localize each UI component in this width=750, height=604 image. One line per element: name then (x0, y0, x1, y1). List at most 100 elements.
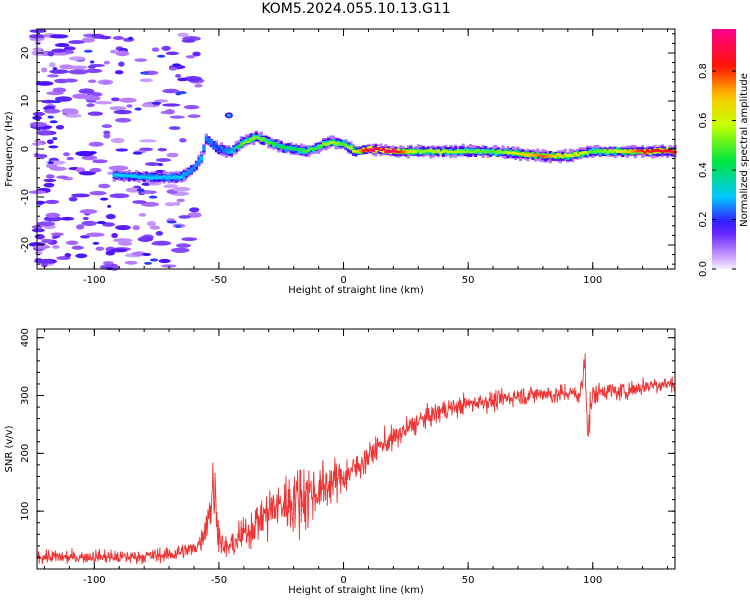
noise-blob (103, 133, 111, 139)
snr-line (36, 353, 676, 565)
ridge-cell (616, 150, 620, 153)
ridge-cell (663, 149, 667, 153)
ridge-cell (359, 149, 363, 155)
noise-blob (48, 62, 56, 68)
ridge-cell (508, 151, 513, 155)
ridge-cell (237, 145, 241, 149)
ridge-cell (641, 149, 645, 153)
ridge-cell (174, 175, 179, 179)
ridge-cell (446, 150, 450, 154)
noise-blob (52, 100, 62, 104)
ridge-cell (287, 146, 291, 151)
ridge-cell (561, 155, 565, 158)
ridge-cell (366, 146, 371, 151)
noise-blob (81, 155, 98, 161)
noise-blob (194, 83, 203, 88)
snr-frame (36, 328, 676, 570)
ridge-cell (573, 151, 577, 156)
ridge-cell (628, 149, 632, 154)
noise-blob (32, 47, 43, 51)
ridge-cell (132, 174, 136, 178)
ridge-cell (486, 148, 490, 153)
noise-blob (109, 193, 130, 199)
noise-blob (139, 78, 153, 83)
noise-blob (127, 36, 134, 40)
ridge-cell (167, 175, 171, 180)
noise-blob (175, 243, 191, 248)
ridge-cell (431, 149, 435, 154)
ridge-cell (401, 150, 405, 154)
spectrogram-xtick-label: 100 (583, 275, 602, 286)
noise-blob (163, 184, 179, 189)
ridge-cell (541, 155, 545, 159)
noise-blob (63, 78, 78, 83)
ridge-cell (476, 148, 480, 152)
ridge-cell (317, 145, 321, 149)
ridge-cell (466, 149, 470, 153)
ridge-cell (381, 147, 386, 151)
snr-xtick-label: 50 (462, 575, 475, 586)
ridge-cell (194, 163, 199, 167)
noise-blob (49, 34, 69, 39)
ridge-cell (209, 143, 214, 147)
ridge-cell (179, 175, 184, 180)
ridge-cell (192, 166, 196, 171)
ridge-cell (117, 173, 121, 177)
ridge-cell (606, 150, 610, 154)
noise-blob (168, 126, 181, 130)
ridge-cell (302, 150, 306, 154)
ridge-cell (137, 175, 141, 179)
ridge-cell (202, 147, 206, 151)
noise-blob (132, 200, 147, 204)
ridge-cell (396, 150, 400, 154)
noise-blob (68, 196, 78, 202)
ridge-cell (469, 150, 473, 154)
noise-blob (164, 108, 175, 115)
noise-blob (54, 43, 70, 48)
ridge-cell (434, 150, 438, 154)
ridge-cell (429, 148, 433, 152)
ridge-cell (598, 151, 602, 156)
ridge-cell (623, 149, 627, 153)
ridge-cell (150, 176, 154, 180)
ridge-cell (501, 151, 505, 154)
noise-blob (178, 215, 192, 219)
ridge-cell (224, 148, 229, 154)
ridge-cell (182, 173, 186, 178)
ridge-cell (212, 143, 216, 147)
noise-blob (175, 74, 182, 78)
ridge-cell (404, 149, 408, 153)
noise-blob (177, 32, 189, 37)
ridge-cell (282, 145, 286, 150)
ridge-cell (284, 146, 288, 152)
ridge-cell (543, 154, 548, 158)
ridge-cell (551, 154, 555, 158)
ridge-cell (613, 148, 617, 152)
noise-blob (71, 193, 90, 198)
ridge-cell (177, 175, 181, 179)
noise-blob (138, 212, 147, 217)
ridge-cell (122, 173, 126, 177)
noise-blob (151, 240, 172, 246)
noise-blob (89, 190, 107, 196)
noise-blob (132, 151, 143, 155)
ridge-cell (359, 148, 363, 152)
noise-blob (111, 232, 118, 239)
ridge-cell (374, 148, 378, 153)
ridge-cell (264, 140, 268, 144)
ridge-cell (655, 148, 660, 152)
ridge-cell (140, 175, 144, 179)
ridge-cell (284, 146, 288, 149)
ridge-cell (518, 152, 523, 156)
noise-blob (75, 253, 88, 259)
ridge-cell (436, 149, 440, 153)
noise-blob (115, 117, 132, 123)
noise-blob (29, 121, 48, 128)
ridge-cell (576, 150, 580, 157)
noise-blob (75, 167, 86, 173)
ridge-cell (611, 149, 615, 153)
ridge-cell (424, 149, 428, 153)
noise-blob (84, 96, 101, 101)
ridge-cell (558, 154, 562, 158)
ridge-cell (364, 148, 368, 152)
